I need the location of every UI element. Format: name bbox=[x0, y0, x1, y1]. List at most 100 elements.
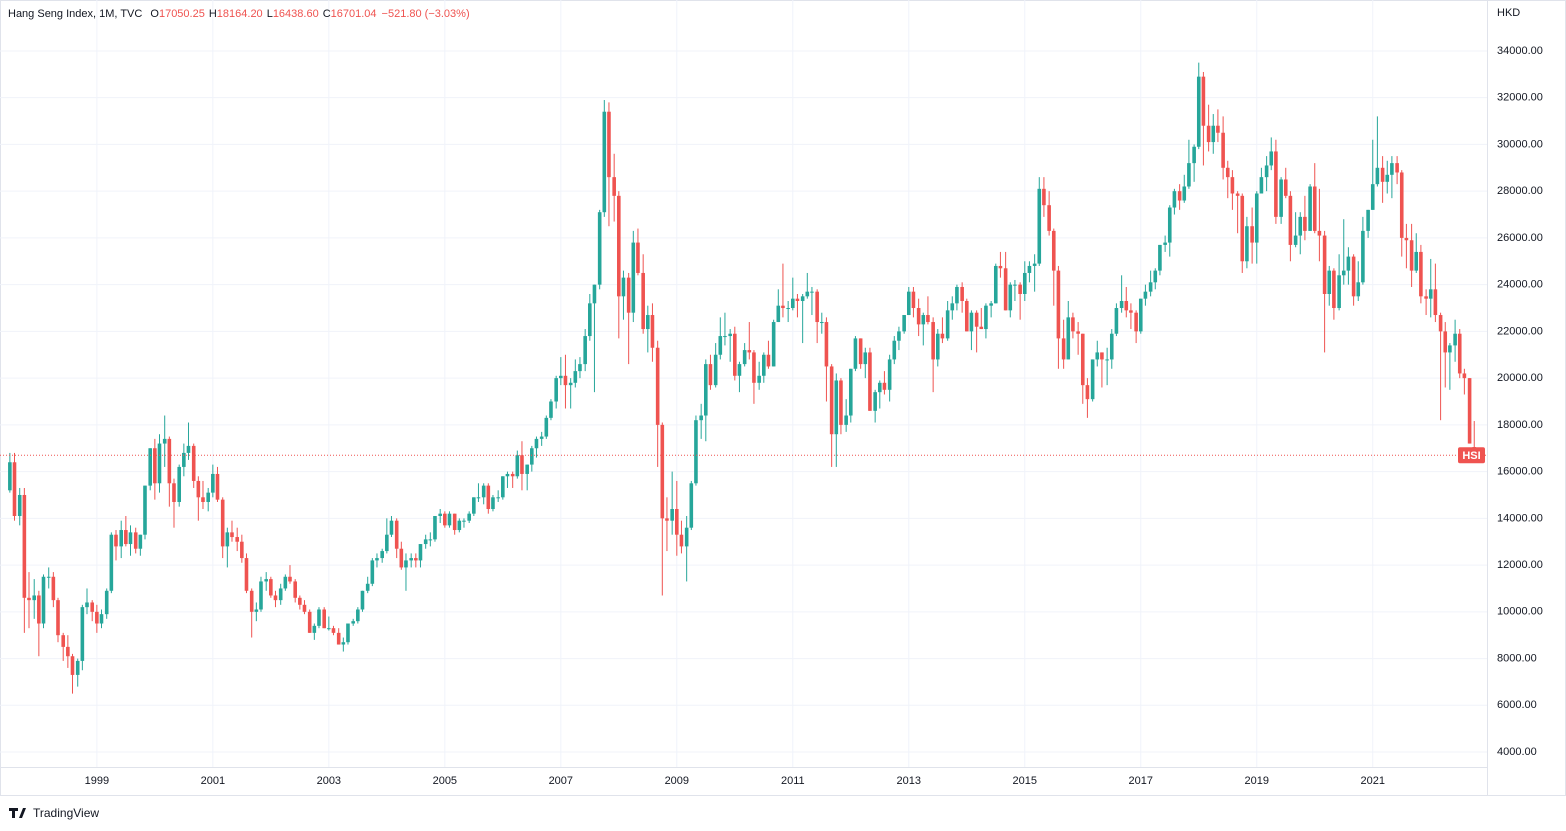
x-tick-label: 2021 bbox=[1361, 775, 1385, 787]
candle-body bbox=[32, 595, 37, 601]
candle-body bbox=[1259, 177, 1264, 194]
candle-body bbox=[689, 483, 694, 528]
candle-body bbox=[269, 579, 273, 596]
candle-body bbox=[433, 516, 437, 540]
legend-value: 18164.20 bbox=[217, 8, 263, 20]
candle-body bbox=[70, 656, 75, 675]
candle-body bbox=[1129, 310, 1133, 313]
candle-body bbox=[592, 284, 597, 304]
candle-body bbox=[844, 415, 848, 425]
y-tick-label: 30000.00 bbox=[1497, 138, 1543, 150]
candle-body bbox=[109, 534, 114, 591]
candle-body bbox=[360, 590, 365, 610]
candle-body bbox=[950, 303, 955, 311]
candle-body bbox=[969, 312, 974, 332]
y-tick-label: 26000.00 bbox=[1497, 232, 1543, 244]
y-tick-label: 24000.00 bbox=[1497, 279, 1543, 291]
candle-body bbox=[389, 520, 394, 535]
candle-body bbox=[119, 530, 124, 547]
candle-body bbox=[191, 445, 196, 481]
candle-body bbox=[1370, 184, 1375, 210]
candle-body bbox=[143, 485, 147, 535]
candle-body bbox=[998, 265, 1003, 269]
candle-body bbox=[1066, 317, 1071, 360]
candle-body bbox=[1250, 226, 1254, 243]
candle-body bbox=[1119, 301, 1124, 309]
candle-body bbox=[235, 537, 240, 542]
candle-body bbox=[162, 438, 167, 444]
candle-body bbox=[254, 609, 259, 612]
legend-value: 16438.60 bbox=[273, 8, 319, 20]
candle-body bbox=[85, 602, 89, 608]
x-tick-label: 2017 bbox=[1129, 775, 1153, 787]
candle-body bbox=[1308, 186, 1312, 231]
candle-body bbox=[293, 581, 297, 598]
candle-body bbox=[902, 315, 906, 332]
candle-body bbox=[317, 609, 321, 626]
candle-body bbox=[1008, 284, 1013, 311]
candle-body bbox=[409, 558, 413, 561]
candle-body bbox=[302, 604, 307, 612]
candle-body bbox=[786, 308, 790, 310]
candle-body bbox=[559, 375, 563, 379]
candle-body bbox=[17, 494, 22, 517]
candle-body bbox=[964, 301, 969, 332]
candle-body bbox=[819, 322, 824, 324]
candle-body bbox=[1061, 338, 1066, 360]
candle-body bbox=[322, 609, 326, 629]
candle-body bbox=[12, 462, 17, 517]
candle-body bbox=[1148, 282, 1153, 292]
candle-body bbox=[1071, 317, 1075, 332]
candle-body bbox=[201, 497, 205, 502]
candle-body bbox=[501, 476, 505, 498]
candle-body bbox=[1095, 352, 1100, 360]
candle-body bbox=[1013, 284, 1017, 286]
candle-body bbox=[694, 420, 698, 484]
candle-body bbox=[182, 452, 186, 467]
candle-body bbox=[708, 364, 713, 386]
candle-body bbox=[863, 352, 868, 365]
candle-body bbox=[452, 513, 457, 531]
candle-body bbox=[742, 350, 747, 365]
candle-body bbox=[428, 539, 433, 541]
symbol-tag-label: HSI bbox=[1462, 450, 1480, 462]
candle-body bbox=[713, 354, 718, 386]
candle-body bbox=[1177, 191, 1182, 201]
candle-body bbox=[462, 520, 466, 522]
candle-body bbox=[1283, 179, 1288, 196]
candle-body bbox=[1143, 291, 1148, 299]
candle-body bbox=[728, 333, 732, 337]
candle-body bbox=[505, 473, 510, 477]
candle-body bbox=[612, 177, 616, 196]
candle-body bbox=[1090, 359, 1095, 400]
candle-body bbox=[699, 415, 703, 421]
candle-body bbox=[61, 635, 66, 647]
candle-body bbox=[607, 111, 611, 178]
candle-body bbox=[1419, 251, 1423, 297]
candle-body bbox=[1443, 331, 1448, 353]
candle-body bbox=[1022, 272, 1027, 294]
candle-body bbox=[737, 364, 742, 376]
y-tick-label: 22000.00 bbox=[1497, 325, 1543, 337]
candle-body bbox=[935, 333, 940, 360]
plot: HSI bbox=[0, 62, 1487, 694]
candle-body bbox=[51, 576, 56, 601]
candle-body bbox=[351, 621, 355, 624]
candle-body bbox=[1375, 167, 1380, 185]
candle-body bbox=[481, 485, 486, 498]
candle-body bbox=[752, 352, 756, 383]
candle-body bbox=[138, 534, 143, 549]
candle-body bbox=[1192, 146, 1196, 164]
candle-body bbox=[549, 401, 553, 418]
candle-body bbox=[641, 272, 645, 330]
candle-body bbox=[655, 347, 660, 425]
candle-body bbox=[747, 350, 752, 353]
candle-body bbox=[346, 623, 350, 643]
candle-body bbox=[1245, 226, 1249, 262]
candle-body bbox=[438, 513, 442, 517]
legend-field: H bbox=[209, 8, 217, 20]
candle-body bbox=[525, 464, 529, 474]
x-tick-label: 2019 bbox=[1245, 775, 1269, 787]
candle-body bbox=[979, 326, 984, 330]
